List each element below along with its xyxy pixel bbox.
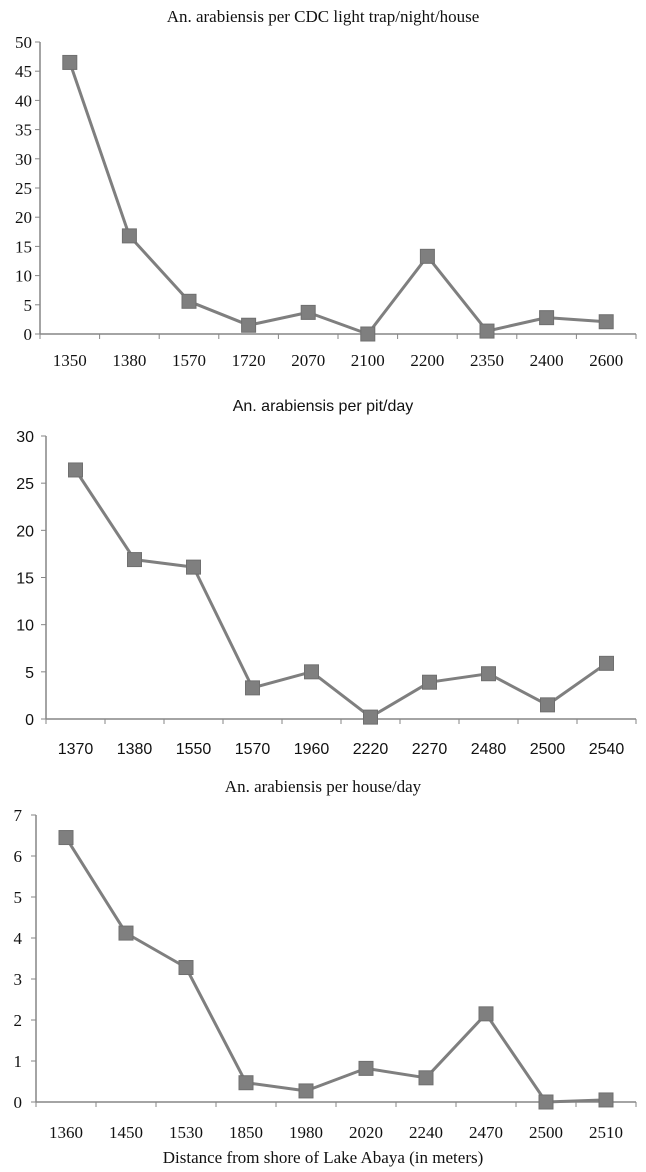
y-tick-label: 5 — [25, 665, 34, 682]
chart-2-series-line — [74, 469, 608, 719]
data-point — [539, 310, 555, 326]
y-tick-label: 0 — [25, 712, 34, 729]
x-tick-label: 1570 — [235, 741, 271, 758]
x-tick-label: 1720 — [232, 351, 266, 370]
chart-house-day: An. arabiensis per house/day 0 1 2 3 4 5 6 7 1360… — [14, 777, 637, 1142]
data-point — [62, 54, 78, 70]
chart-pit-day: An. arabiensis per pit/day 0 5 10 15 20 25 30 13… — [16, 398, 637, 758]
x-tick-label: 2070 — [291, 351, 325, 370]
x-tick-label: 2350 — [470, 351, 504, 370]
data-point — [540, 697, 555, 713]
data-point — [598, 1092, 614, 1108]
y-tick-label: 10 — [15, 267, 32, 286]
x-tick-label: 1530 — [169, 1123, 203, 1142]
x-tick-label: 1550 — [176, 741, 212, 758]
data-point — [178, 960, 194, 976]
y-tick-label: 25 — [15, 179, 32, 198]
x-tick-label: 1960 — [294, 741, 330, 758]
y-tick-label: 30 — [16, 429, 34, 446]
y-tick-label: 4 — [14, 929, 23, 948]
chart-2-title: An. arabiensis per pit/day — [233, 398, 414, 415]
chart-cdc-light-trap: An. arabiensis per CDC light trap/night/… — [15, 7, 637, 370]
y-tick-label: 15 — [16, 571, 34, 588]
data-point — [419, 248, 435, 264]
chart-1-series-line — [68, 61, 607, 336]
data-point — [238, 1075, 254, 1091]
data-point — [300, 304, 316, 320]
y-tick-label: 50 — [15, 33, 32, 52]
x-tick-label: 1450 — [109, 1123, 143, 1142]
data-point — [481, 666, 496, 682]
x-tick-label: 2480 — [471, 741, 507, 758]
y-tick-label: 6 — [14, 847, 23, 866]
data-point — [479, 323, 495, 339]
y-tick-label: 35 — [15, 121, 32, 140]
x-tick-label: 2200 — [410, 351, 444, 370]
x-tick-label: 2500 — [530, 741, 566, 758]
data-point — [418, 1070, 434, 1086]
data-point — [598, 314, 614, 330]
y-tick-label: 5 — [24, 296, 33, 315]
x-tick-label: 1570 — [172, 351, 206, 370]
chart-3-title: An. arabiensis per house/day — [225, 777, 422, 796]
x-tick-label: 2500 — [529, 1123, 563, 1142]
x-tick-label: 1980 — [289, 1123, 323, 1142]
y-tick-label: 3 — [14, 970, 23, 989]
data-point — [599, 655, 614, 671]
y-tick-label: 5 — [14, 888, 23, 907]
y-tick-label: 0 — [24, 325, 33, 344]
data-point — [121, 228, 137, 244]
data-point — [358, 1060, 374, 1076]
x-tick-label: 2400 — [530, 351, 564, 370]
x-tick-label: 2600 — [589, 351, 623, 370]
x-tick-label: 2100 — [351, 351, 385, 370]
data-point — [58, 830, 74, 846]
x-tick-label: 1380 — [112, 351, 146, 370]
x-tick-label: 1370 — [58, 741, 94, 758]
x-tick-label: 2270 — [412, 741, 448, 758]
y-tick-label: 40 — [15, 91, 32, 110]
x-tick-label: 1360 — [49, 1123, 83, 1142]
y-tick-label: 1 — [14, 1052, 23, 1071]
y-tick-label: 30 — [15, 150, 32, 169]
x-tick-label: 2240 — [409, 1123, 443, 1142]
chart-1-title: An. arabiensis per CDC light trap/night/… — [167, 7, 480, 26]
data-point — [186, 559, 201, 575]
y-tick-label: 2 — [14, 1011, 23, 1030]
x-tick-label: 2510 — [589, 1123, 623, 1142]
chart-3-series-line — [64, 836, 607, 1104]
x-tick-label: 2020 — [349, 1123, 383, 1142]
y-tick-label: 7 — [14, 806, 23, 825]
data-point — [304, 664, 319, 680]
x-tick-label: 1850 — [229, 1123, 263, 1142]
x-tick-label: 2220 — [353, 741, 389, 758]
data-point — [245, 680, 260, 696]
y-tick-label: 15 — [15, 237, 32, 256]
y-tick-label: 25 — [16, 476, 34, 493]
data-point — [422, 674, 437, 690]
y-tick-label: 20 — [16, 523, 34, 540]
data-point — [478, 1006, 494, 1022]
y-tick-label: 0 — [14, 1093, 23, 1112]
x-tick-label: 2540 — [589, 741, 625, 758]
data-point — [68, 462, 83, 478]
x-tick-label: 2470 — [469, 1123, 503, 1142]
x-axis-label: Distance from shore of Lake Abaya (in me… — [162, 1148, 484, 1167]
x-tick-label: 1380 — [117, 741, 153, 758]
data-point — [538, 1094, 554, 1110]
data-point — [181, 293, 197, 309]
data-point — [360, 326, 376, 342]
data-point — [127, 552, 142, 568]
data-point — [118, 925, 134, 941]
data-point — [363, 709, 378, 725]
y-tick-label: 10 — [16, 618, 34, 635]
data-point — [241, 317, 257, 333]
data-point — [298, 1083, 314, 1099]
y-tick-label: 20 — [15, 208, 32, 227]
y-tick-label: 45 — [15, 62, 32, 81]
x-tick-label: 1350 — [53, 351, 87, 370]
